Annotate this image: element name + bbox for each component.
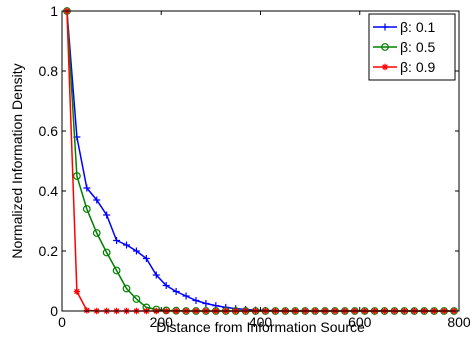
x-tick-label: 400: [249, 314, 273, 330]
series-1-point: [103, 211, 111, 219]
x-axis-label: Distance from Information Source: [156, 319, 365, 335]
series-2-point: [92, 229, 101, 237]
y-tick-label: 0.6: [39, 123, 59, 139]
series-3-point: [73, 288, 81, 295]
legend-item: β: 0.9: [373, 59, 436, 75]
series-1-point: [152, 271, 160, 279]
series-1-point: [162, 282, 170, 289]
y-tick-label: 0.8: [39, 63, 59, 79]
y-tick-label: 0.4: [39, 183, 59, 199]
x-tick-label: 200: [150, 314, 174, 330]
legend-item: β: 0.1: [373, 19, 436, 35]
series-3-point: [83, 307, 91, 314]
y-tick-label: 0: [50, 303, 58, 319]
ticks-layer: 0 200 400 600 800 0 0.2 0.4 0.6 0.8 1: [39, 3, 471, 330]
series-1-point: [83, 184, 91, 192]
series-2-point: [102, 248, 111, 257]
series-1-point: [123, 241, 131, 249]
series-2-point: [82, 205, 91, 213]
series-1-point: [192, 297, 200, 304]
legend-label: β: 0.9: [400, 59, 436, 75]
legend: β: 0.1 β: 0.5 β: 0.9: [368, 13, 456, 81]
legend-swatch-marker: [381, 63, 389, 71]
series-1-point: [182, 292, 190, 300]
legend-label: β: 0.1: [400, 19, 436, 35]
legend-swatch-marker: [381, 23, 389, 31]
legend-label: β: 0.5: [400, 39, 436, 55]
series-2-point: [122, 284, 131, 293]
x-tick-label: 600: [348, 314, 372, 330]
y-tick-label: 0.2: [39, 243, 59, 259]
series-2-point: [72, 172, 81, 180]
legend-item: β: 0.5: [373, 39, 436, 55]
y-axis-label: Normalized Information Density: [9, 63, 25, 258]
series-1-point: [142, 255, 150, 262]
series-1-point: [132, 247, 140, 255]
y-tick-label: 1: [50, 3, 58, 19]
series-1-point: [93, 196, 101, 204]
series-2-point: [132, 295, 141, 303]
series-1-point: [113, 237, 121, 244]
series-2-point: [112, 266, 121, 275]
legend-swatch-marker: [381, 43, 389, 51]
series-1-point: [172, 288, 180, 295]
series-1-point: [202, 300, 210, 307]
x-tick-label: 0: [58, 314, 66, 330]
x-tick-label: 800: [447, 314, 471, 330]
